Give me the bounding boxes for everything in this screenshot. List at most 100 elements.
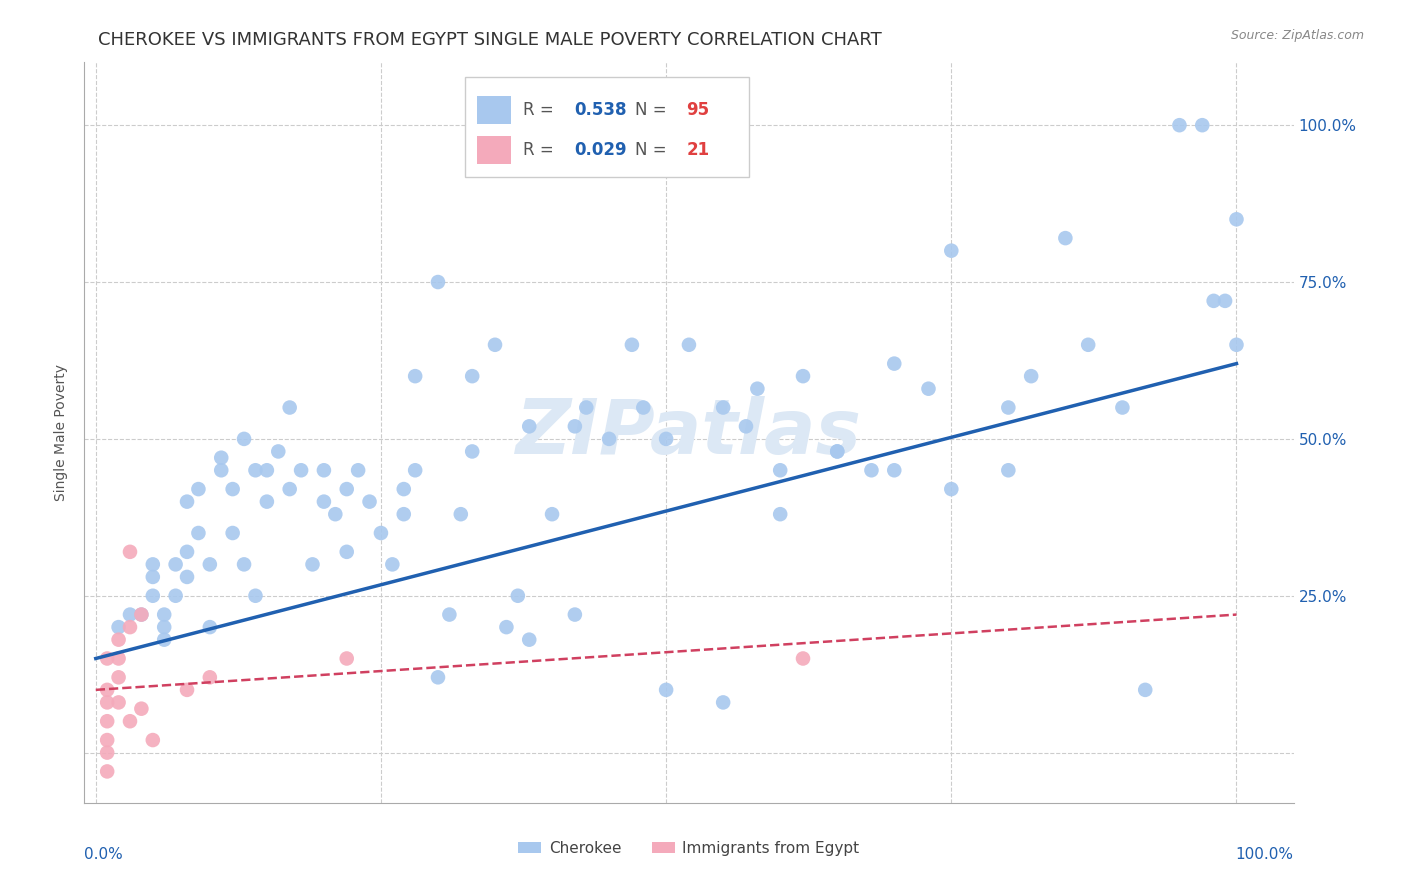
Point: [107, 670, 129, 684]
Point: [245, 463, 267, 477]
Point: [131, 607, 153, 622]
Point: [187, 482, 209, 496]
Point: [1135, 682, 1157, 697]
Point: [370, 526, 392, 541]
Point: [917, 382, 939, 396]
Point: [883, 463, 905, 477]
Point: [1111, 401, 1133, 415]
Text: CHEROKEE VS IMMIGRANTS FROM EGYPT SINGLE MALE POVERTY CORRELATION CHART: CHEROKEE VS IMMIGRANTS FROM EGYPT SINGLE…: [98, 31, 882, 49]
Point: [735, 419, 758, 434]
Point: [118, 545, 141, 559]
Point: [256, 494, 278, 508]
Y-axis label: Single Male Poverty: Single Male Poverty: [55, 364, 69, 501]
Point: [256, 463, 278, 477]
Point: [747, 382, 769, 396]
Point: [96, 733, 118, 747]
Point: [633, 401, 655, 415]
Text: 0.029: 0.029: [574, 141, 627, 159]
Point: [153, 632, 176, 647]
Point: [541, 507, 564, 521]
Point: [233, 432, 256, 446]
Point: [96, 746, 118, 760]
Point: [825, 444, 848, 458]
Point: [142, 558, 165, 572]
Point: [1168, 118, 1191, 132]
Point: [96, 714, 118, 729]
Point: [506, 589, 529, 603]
Point: [312, 463, 335, 477]
Text: 21: 21: [686, 141, 710, 159]
Point: [142, 589, 165, 603]
Point: [1225, 212, 1247, 227]
Point: [1225, 338, 1247, 352]
Point: [1019, 369, 1042, 384]
Text: R =: R =: [523, 101, 560, 119]
Point: [941, 244, 963, 258]
Bar: [478, 95, 512, 124]
Point: [1202, 293, 1225, 308]
Point: [711, 695, 734, 709]
Point: [655, 432, 678, 446]
Point: [1054, 231, 1077, 245]
Point: [301, 558, 323, 572]
Point: [427, 670, 450, 684]
Text: Source: ZipAtlas.com: Source: ZipAtlas.com: [1230, 29, 1364, 42]
Point: [96, 682, 118, 697]
Point: [153, 620, 176, 634]
Point: [245, 589, 267, 603]
Text: N =: N =: [634, 141, 672, 159]
Point: [209, 463, 232, 477]
Text: 0.538: 0.538: [574, 101, 627, 119]
Point: [187, 526, 209, 541]
Point: [598, 432, 620, 446]
Point: [517, 632, 540, 647]
Point: [517, 419, 540, 434]
Point: [997, 401, 1019, 415]
Bar: [465, 78, 749, 178]
Point: [96, 695, 118, 709]
Point: [359, 494, 381, 508]
Point: [131, 607, 153, 622]
Point: [461, 369, 484, 384]
Point: [165, 558, 187, 572]
Point: [495, 620, 517, 634]
Text: N =: N =: [634, 101, 672, 119]
Point: [323, 507, 346, 521]
Point: [198, 558, 221, 572]
Point: [142, 733, 165, 747]
Point: [427, 275, 450, 289]
Bar: [478, 136, 512, 164]
Point: [336, 482, 359, 496]
Text: ZIPatlas: ZIPatlas: [516, 396, 862, 469]
Point: [118, 607, 141, 622]
Point: [1191, 118, 1213, 132]
Point: [655, 682, 678, 697]
Point: [176, 545, 198, 559]
Text: R =: R =: [523, 141, 560, 159]
Point: [564, 607, 586, 622]
Point: [118, 620, 141, 634]
Point: [107, 632, 129, 647]
Point: [347, 463, 370, 477]
Point: [484, 338, 506, 352]
Point: [769, 463, 792, 477]
Text: 0.0%: 0.0%: [84, 847, 124, 863]
Point: [209, 450, 232, 465]
Point: [564, 419, 586, 434]
Point: [678, 338, 700, 352]
Point: [221, 526, 243, 541]
Point: [1213, 293, 1236, 308]
Point: [176, 494, 198, 508]
Point: [267, 444, 290, 458]
Point: [278, 401, 301, 415]
Point: [118, 714, 141, 729]
Point: [233, 558, 256, 572]
Point: [825, 444, 848, 458]
Point: [176, 682, 198, 697]
Point: [792, 369, 814, 384]
Point: [381, 558, 404, 572]
Point: [96, 764, 118, 779]
Point: [392, 507, 415, 521]
Point: [107, 651, 129, 665]
Point: [221, 482, 243, 496]
